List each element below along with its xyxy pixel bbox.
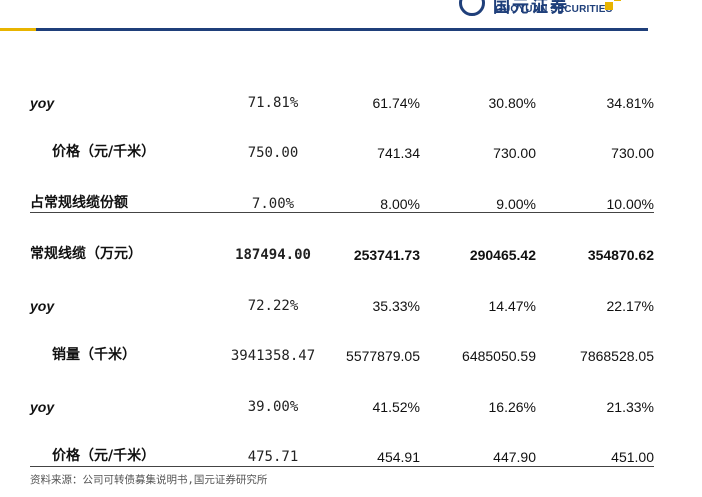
row-label: 价格（元/千米）: [52, 144, 156, 160]
cell-value-text: 7.00%: [251, 195, 295, 212]
table-row: 价格（元/千米） 475.71 454.91 447.90 451.00: [30, 415, 654, 465]
cell-value: 8.00%: [380, 195, 420, 212]
cell-value: 35.33%: [372, 297, 420, 314]
cell-value: 22.17%: [606, 297, 654, 314]
cell-value: 7868528.05: [580, 348, 654, 364]
header-accent: [0, 28, 36, 31]
logo-square-icon: [605, 2, 613, 10]
table-row: 价格（元/千米） 750.00 741.34 730.00 730.00: [30, 111, 654, 161]
cell-value: 6485050.59: [462, 348, 536, 364]
cell-value: 730.00: [493, 145, 536, 161]
row-label: 销量（千米）: [52, 347, 136, 363]
header-divider: [0, 28, 648, 31]
cell-value: 5577879.05: [346, 348, 420, 364]
cell-value-text: 475.71: [247, 449, 299, 465]
cell-value-first: 3941358.47: [230, 314, 316, 364]
page-header: 国元证券 GUOYUAN SECURITIES: [0, 0, 702, 32]
cell-value: 9.00%: [496, 195, 536, 212]
cell-value: 30.80%: [488, 94, 536, 111]
row-label: yoy: [30, 398, 55, 415]
cell-value: 741.34: [377, 145, 420, 161]
source-footnote: 资料来源：公司可转债募集说明书,国元证券研究所: [30, 474, 268, 486]
cell-value: 21.33%: [606, 398, 654, 415]
logo-text-cn: 国元证券: [493, 0, 569, 17]
cell-value: 454.91: [377, 449, 420, 465]
cell-value-first: 187494.00: [230, 211, 316, 263]
row-label: 常规线缆（万元）: [30, 211, 230, 263]
table-row: yoy 39.00% 41.52% 16.26% 21.33%: [30, 364, 654, 415]
cell-value-text: 750.00: [247, 145, 299, 161]
cell-value-text: 187494.00: [235, 247, 311, 263]
table-row: yoy 71.81% 61.74% 30.80% 34.81%: [30, 60, 654, 111]
footnote-divider: [30, 466, 654, 467]
cell-value: 451.00: [611, 449, 654, 465]
cell-value-text: 3941358.47: [230, 348, 316, 364]
row-label: 价格（元/千米）: [52, 448, 156, 464]
row-label: yoy: [30, 297, 55, 314]
cell-value: 41.52%: [372, 398, 420, 415]
cell-value-first: 750.00: [230, 111, 316, 161]
forecast-table: yoy 71.81% 61.74% 30.80% 34.81% 价格（元/千米） 750.0…: [30, 60, 654, 465]
cell-value: 61.74%: [372, 94, 420, 111]
cell-value: 14.47%: [488, 297, 536, 314]
cell-value-first: 475.71: [230, 415, 316, 465]
cell-value: 34.81%: [606, 94, 654, 111]
cell-value: 354870.62: [536, 211, 654, 263]
cell-value-first: 39.00%: [230, 364, 316, 415]
cell-value-text: 71.81%: [247, 94, 299, 111]
row-label: 占常规线缆份额: [30, 194, 128, 211]
row-label: yoy: [30, 94, 55, 111]
table-row: 销量（千米） 3941358.47 5577879.05 6485050.59 7868…: [30, 314, 654, 364]
cell-value: 290465.42: [420, 211, 536, 263]
table-row: 常规线缆（万元） 187494.00 253741.73 290465.42 35487…: [30, 211, 654, 263]
logo-square-icon: [614, 0, 621, 1]
cell-value-text: 72.22%: [247, 297, 299, 314]
cell-value: 253741.73: [316, 211, 420, 263]
company-logo: 国元证券 GUOYUAN SECURITIES: [455, 0, 655, 18]
table-row: yoy 72.22% 35.33% 14.47% 22.17%: [30, 263, 654, 314]
cell-value: 730.00: [611, 145, 654, 161]
cell-value-first: 7.00%: [230, 161, 316, 212]
logo-text-en: GUOYUAN SECURITIES: [495, 4, 613, 15]
table-row: 占常规线缆份额 7.00% 8.00% 9.00% 10.00%: [30, 161, 654, 212]
cell-value: 447.90: [493, 449, 536, 465]
cell-value: 16.26%: [488, 398, 536, 415]
cell-value: 10.00%: [606, 195, 654, 212]
cell-value-first: 71.81%: [230, 60, 316, 111]
cell-value-text: 39.00%: [247, 398, 299, 415]
cell-value-first: 72.22%: [230, 263, 316, 314]
logo-emblem-icon: [459, 0, 485, 16]
